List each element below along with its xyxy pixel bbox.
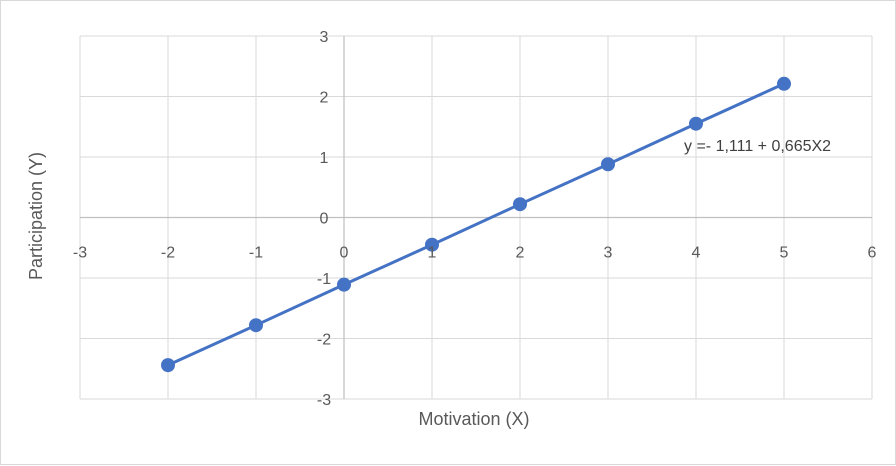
data-point bbox=[601, 157, 615, 172]
x-tick-label: -3 bbox=[73, 245, 87, 262]
y-axis-title: Participation (Y) bbox=[26, 152, 46, 280]
data-point bbox=[689, 116, 703, 131]
series-line bbox=[167, 82, 785, 367]
y-tick-label: 0 bbox=[320, 211, 329, 228]
x-tick-label: 2 bbox=[516, 245, 525, 262]
x-tick-label: 5 bbox=[780, 245, 789, 262]
x-tick-label: 0 bbox=[340, 245, 349, 262]
y-tick-label: -1 bbox=[317, 271, 331, 288]
regression-equation-label: y =- 1,111 + 0,665X2 bbox=[684, 138, 831, 155]
series-layer bbox=[161, 76, 791, 373]
x-tick-label: 3 bbox=[604, 245, 613, 262]
y-tick-label: 2 bbox=[320, 90, 329, 107]
x-tick-label: -2 bbox=[161, 245, 175, 262]
x-tick-label: 4 bbox=[692, 245, 701, 262]
y-tick-label: -2 bbox=[317, 332, 331, 349]
data-point bbox=[425, 237, 439, 252]
data-point bbox=[337, 277, 351, 292]
data-point bbox=[161, 358, 175, 373]
data-point bbox=[777, 76, 791, 91]
x-axis-title: Motivation (X) bbox=[418, 409, 529, 429]
x-tick-label: 1 bbox=[428, 245, 437, 262]
axes bbox=[80, 36, 872, 399]
tick-labels: -3 -2 -1 0 1 2 3 4 5 6 -3 -2 -1 0 1 2 3 bbox=[73, 29, 877, 409]
y-tick-label: 3 bbox=[320, 29, 329, 46]
x-tick-label: 6 bbox=[868, 245, 877, 262]
data-point bbox=[513, 197, 527, 212]
x-tick-label: -1 bbox=[249, 245, 263, 262]
data-point bbox=[249, 318, 263, 333]
y-tick-label: 1 bbox=[320, 150, 329, 167]
y-tick-label: -3 bbox=[317, 392, 331, 409]
